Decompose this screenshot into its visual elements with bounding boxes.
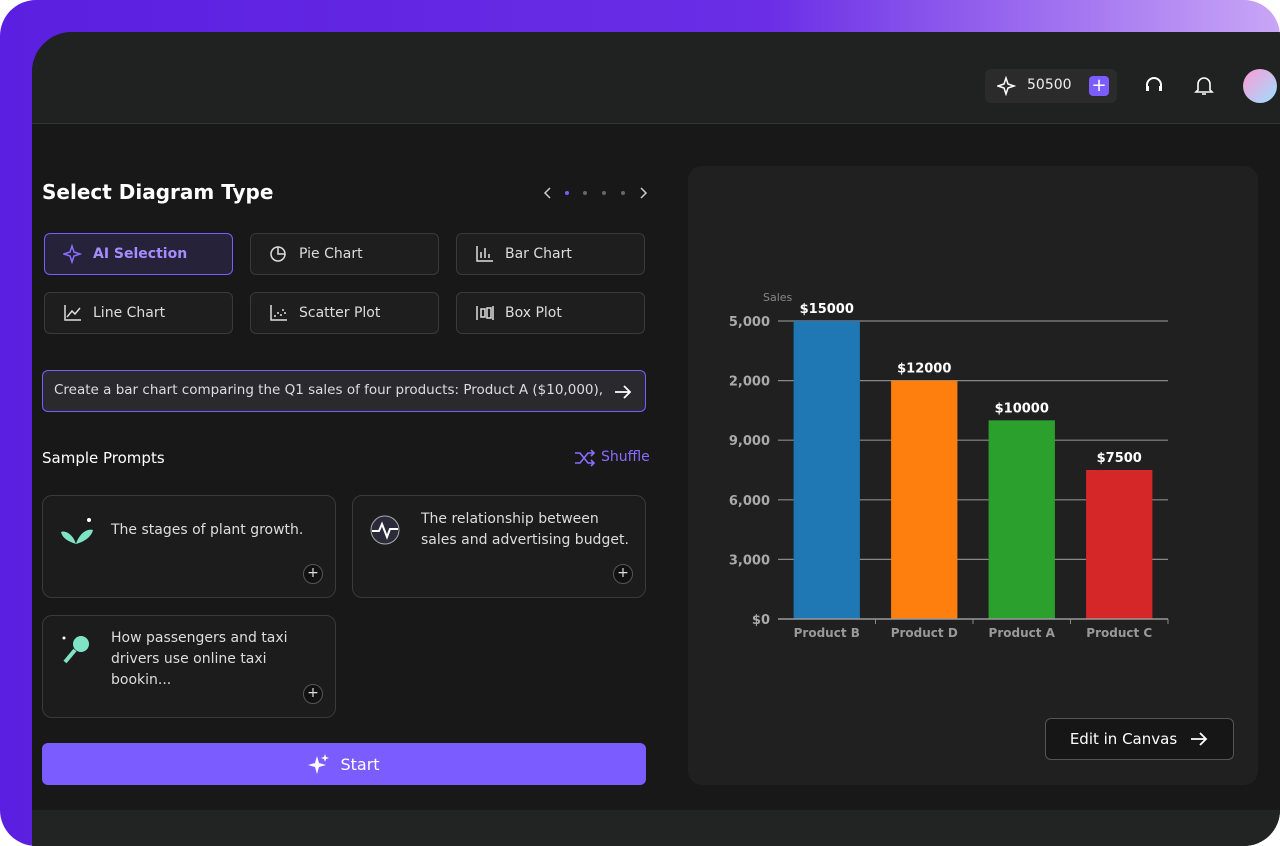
y-tick-label: 2,000 <box>729 375 770 390</box>
type-button[interactable]: Bar Chart <box>456 233 645 275</box>
value-label: $10000 <box>995 401 1049 416</box>
add-sample[interactable]: + <box>303 684 323 704</box>
credits: 50500 <box>1027 77 1072 93</box>
type-button[interactable]: Box Plot <box>456 292 645 334</box>
sample-text: The relationship between sales and adver… <box>421 511 629 548</box>
type-button[interactable]: Pie Chart <box>250 233 439 275</box>
sparkle-icon <box>308 754 330 774</box>
value-label: $7500 <box>1097 451 1142 466</box>
credits-box[interactable]: 50500 + <box>985 69 1117 103</box>
sample-card[interactable]: How passengers and taxi drivers use onli… <box>42 615 336 718</box>
add-sample[interactable]: + <box>613 564 633 584</box>
bar <box>988 420 1055 619</box>
edit-label: Edit in Canvas <box>1069 730 1178 748</box>
type-label: Pie Chart <box>299 246 363 262</box>
type-icon <box>63 244 83 264</box>
bar <box>891 380 958 619</box>
type-label: AI Selection <box>93 246 188 262</box>
samples-title: Sample Prompts <box>42 449 165 467</box>
bell-icon[interactable] <box>1193 75 1215 97</box>
y-axis-label: Sales <box>763 291 793 304</box>
panel-title: Select Diagram Type <box>42 180 274 204</box>
type-icon <box>476 306 494 320</box>
prompt-text: Create a bar chart comparing the Q1 sale… <box>54 382 602 398</box>
preview-card: Sales $0 3,000 6,000 9,000 2,000 5,000 $15000 Pr… <box>688 166 1258 785</box>
type-label: Scatter Plot <box>299 305 381 321</box>
sparkle-icon <box>997 76 1017 96</box>
x-tick-label: Product C <box>1086 626 1152 640</box>
add-credits[interactable]: + <box>1089 76 1109 96</box>
window: 50500 + Select Diagram Type AI Selection… <box>32 32 1280 846</box>
value-label: $12000 <box>897 362 951 377</box>
type-button[interactable]: Scatter Plot <box>250 292 439 334</box>
bar <box>793 321 860 619</box>
sample-text: The stages of plant growth. <box>111 522 304 538</box>
type-label: Bar Chart <box>505 246 572 262</box>
type-icon <box>476 246 493 262</box>
x-tick-label: Product A <box>989 626 1056 640</box>
y-tick-label: 3,000 <box>729 553 770 568</box>
sample-card[interactable]: The relationship between sales and adver… <box>352 495 646 598</box>
y-tick-label: 6,000 <box>729 494 770 509</box>
type-icon <box>64 305 81 321</box>
mic-icon <box>62 636 89 664</box>
top-bar: 50500 + <box>32 32 1280 124</box>
avatar[interactable] <box>1243 69 1277 103</box>
add-sample[interactable]: + <box>303 564 323 584</box>
start-button[interactable]: Start <box>42 743 646 785</box>
edit-button[interactable]: Edit in Canvas <box>1045 718 1234 760</box>
y-tick-label: 5,000 <box>729 315 770 330</box>
type-label: Line Chart <box>93 305 166 321</box>
plant-icon <box>61 518 93 544</box>
arrow-icon <box>1191 732 1208 746</box>
carousel-nav[interactable] <box>542 185 648 201</box>
support-icon[interactable] <box>1143 75 1165 97</box>
type-icon <box>270 305 287 321</box>
type-label: Box Plot <box>505 305 562 321</box>
start-label: Start <box>340 754 380 774</box>
pulse-icon <box>370 515 400 545</box>
type-button[interactable]: Line Chart <box>44 292 233 334</box>
type-button[interactable]: AI Selection <box>44 233 233 275</box>
bottom-bar <box>32 810 1280 846</box>
sample-card[interactable]: The stages of plant growth. + <box>42 495 336 598</box>
chart: Sales $0 3,000 6,000 9,000 2,000 5,000 $15000 Pr… <box>729 291 1169 640</box>
type-icon <box>270 246 286 262</box>
y-tick-label: $0 <box>752 613 770 628</box>
x-tick-label: Product D <box>891 626 958 640</box>
bar <box>1086 470 1153 619</box>
x-tick-label: Product B <box>794 626 860 640</box>
send-icon[interactable] <box>613 382 633 402</box>
value-label: $15000 <box>800 302 854 317</box>
sample-text: How passengers and taxi drivers use onli… <box>111 630 288 688</box>
y-tick-label: 9,000 <box>729 434 770 449</box>
shuffle[interactable]: Shuffle <box>601 449 650 465</box>
prompt-input[interactable]: Create a bar chart comparing the Q1 sale… <box>42 370 646 412</box>
shuffle-icon[interactable] <box>574 448 596 468</box>
